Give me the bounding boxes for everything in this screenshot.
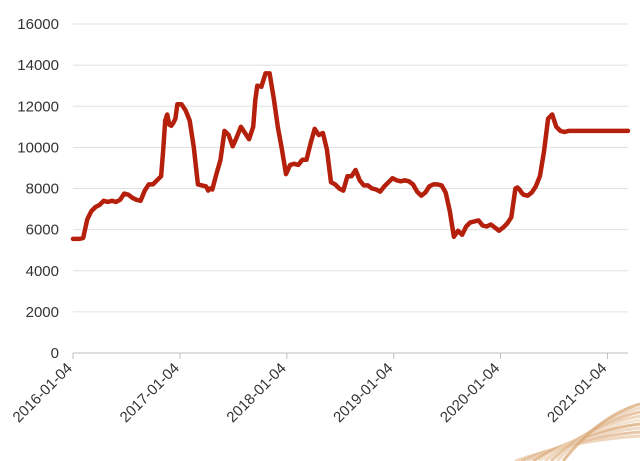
x-tick-label: 2021-01-04: [544, 360, 610, 426]
y-axis-labels: 0 2000 4000 6000 8000 10000 12000 14000 16000: [17, 16, 59, 362]
x-tick-label: 2019-01-04: [330, 360, 396, 426]
grid-lines: [73, 23, 628, 313]
y-tick-label: 6000: [26, 222, 59, 239]
y-tick-label: 4000: [26, 263, 59, 280]
x-tick-label: 2018-01-04: [223, 360, 289, 426]
decorative-corner: [514, 402, 640, 461]
x-axis-labels: 2016-01-04 2017-01-04 2018-01-04 2019-01-04…: [10, 360, 611, 426]
decor-swirl-line: [561, 402, 640, 461]
series-layer: [70, 71, 631, 242]
y-tick-label: 16000: [17, 16, 59, 33]
x-axis: [72, 352, 628, 359]
y-tick-label: 8000: [26, 181, 59, 198]
y-tick-label: 12000: [17, 98, 59, 115]
y-tick-label: 10000: [17, 139, 59, 156]
y-tick-label: 0: [51, 345, 59, 362]
x-tick-label: 2016-01-04: [10, 360, 76, 426]
y-tick-label: 14000: [17, 57, 59, 74]
y-tick-label: 2000: [26, 304, 59, 321]
x-tick-label: 2020-01-04: [437, 360, 503, 426]
x-tick-label: 2017-01-04: [117, 360, 183, 426]
series-line: [70, 71, 631, 242]
